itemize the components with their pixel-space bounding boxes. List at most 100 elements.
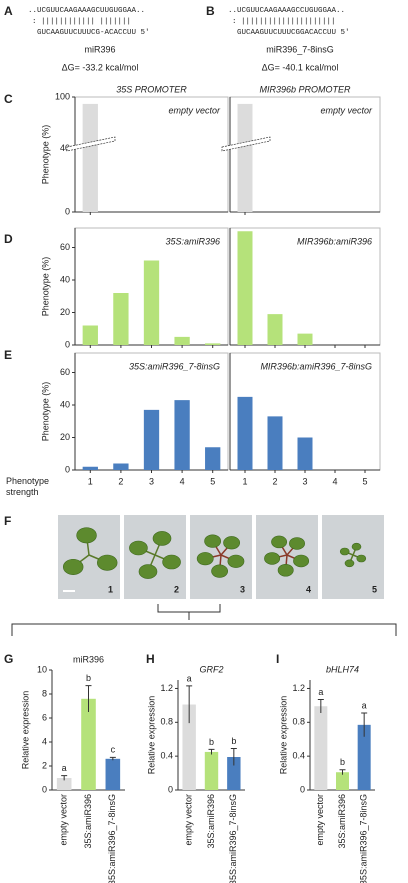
significance-letter: b — [231, 736, 236, 746]
x-tick-label: 35S:amiR396_7-8insG — [359, 794, 369, 883]
bar — [336, 772, 349, 790]
error-bar — [61, 775, 68, 781]
photo — [322, 515, 384, 599]
panel-letter: A — [4, 4, 13, 18]
mirna-sequence: GUCAAGUUCUUUCG-ACACCUU 5' — [37, 29, 150, 37]
y-axis-label: Relative expression — [146, 696, 156, 775]
leaf — [277, 563, 294, 577]
y-tick-label: 0 — [65, 339, 70, 349]
y-tick-label: 1.2 — [292, 683, 305, 693]
x-tick-label: 35S:amiR396 — [337, 794, 347, 849]
leaf — [344, 559, 355, 568]
panel-letter: D — [4, 232, 13, 246]
error-bar — [339, 769, 346, 775]
y-tick-label: 10 — [37, 664, 47, 674]
error-bar — [208, 748, 215, 755]
bar — [237, 231, 253, 345]
panel-letter: H — [146, 652, 155, 666]
error-bar — [85, 685, 92, 712]
free-energy: ΔG= -33.2 kcal/mol — [62, 62, 139, 72]
leaf — [211, 564, 229, 578]
x-tick-label: 1 — [88, 476, 93, 486]
panel-letter: I — [276, 652, 279, 666]
error-bar — [230, 748, 237, 766]
bar — [143, 409, 160, 470]
leaf — [76, 527, 97, 544]
leaf — [204, 534, 222, 548]
y-tick-label: 0 — [65, 464, 70, 474]
panel-letter: B — [206, 4, 215, 18]
y-tick-label: 0.8 — [292, 717, 305, 727]
chart-title: MIR396b PROMOTER — [259, 84, 351, 94]
x-tick-label: 35S:amiR396 — [206, 794, 216, 849]
x-tick-label: empty vector — [59, 794, 69, 846]
bar — [267, 416, 283, 470]
y-tick-label: 4 — [42, 736, 47, 746]
leaf — [223, 536, 241, 550]
bar — [174, 336, 190, 345]
target-sequence: ..UCGUUCAAGAAAGCCUGUGGAA.. — [228, 7, 345, 15]
x-tick-label: 35S:amiR396_7-8insG — [107, 794, 117, 883]
y-axis-label: Phenotype (%) — [40, 382, 50, 442]
y-axis-label: Relative expression — [278, 696, 288, 775]
leaf — [196, 552, 214, 566]
y-tick-label: 40 — [60, 143, 70, 153]
x-tick-label: 5 — [362, 476, 367, 486]
photo — [190, 515, 252, 599]
panel-letter: C — [4, 92, 13, 106]
series-label: 35S:amiR396_7-8insG — [129, 361, 220, 371]
free-energy: ΔG= -40.1 kcal/mol — [262, 62, 339, 72]
leaf — [63, 558, 84, 575]
x-tick-label: 5 — [210, 476, 215, 486]
mirna-name: miR396_7-8insG — [266, 44, 334, 54]
x-tick-label: 4 — [180, 476, 185, 486]
pairing: : ||||||||||||||||||||| — [232, 18, 336, 26]
bar — [205, 447, 221, 470]
y-tick-label: 0.4 — [160, 751, 173, 761]
bar — [182, 704, 196, 790]
photo-label: 5 — [372, 584, 377, 594]
bar — [205, 343, 221, 345]
significance-letter: b — [340, 757, 345, 767]
significance-letter: a — [318, 687, 323, 697]
scale-bar — [63, 590, 75, 592]
x-tick-label: 35S:amiR396 — [83, 794, 93, 849]
significance-letter: b — [209, 737, 214, 747]
x-tick-label: 3 — [149, 476, 154, 486]
error-bar — [109, 756, 116, 761]
significance-letter: a — [62, 763, 67, 773]
y-axis-label: Relative expression — [20, 691, 30, 770]
y-tick-label: 8 — [42, 688, 47, 698]
y-tick-label: 0 — [300, 784, 305, 794]
y-tick-label: 0.4 — [292, 751, 305, 761]
bar — [237, 103, 253, 212]
chart-title: bHLH74 — [326, 664, 359, 674]
bar — [357, 724, 371, 790]
bar — [174, 400, 190, 470]
leaf — [293, 554, 310, 568]
photo — [256, 515, 318, 599]
pairing: : |||||||||||| ||||||| — [32, 18, 131, 26]
photo — [124, 515, 186, 599]
series-label: empty vector — [168, 105, 221, 115]
bar — [143, 260, 160, 345]
error-bar — [361, 712, 368, 737]
y-tick-label: 100 — [55, 91, 70, 101]
x-axis-label-line: Phenotype — [6, 476, 49, 486]
photo-label: 1 — [108, 584, 113, 594]
significance-letter: c — [111, 745, 116, 755]
y-tick-label: 40 — [60, 274, 70, 284]
bar — [82, 103, 98, 212]
bar — [267, 314, 283, 345]
significance-letter: b — [86, 673, 91, 683]
y-tick-label: 40 — [60, 399, 70, 409]
axis-break — [66, 136, 116, 152]
leaf — [97, 554, 118, 571]
y-tick-label: 0 — [42, 784, 47, 794]
x-axis-label: Phenotype strength — [6, 476, 49, 497]
leaf — [264, 552, 281, 565]
leaf — [351, 542, 362, 551]
mirna-name: miR396 — [84, 44, 115, 54]
